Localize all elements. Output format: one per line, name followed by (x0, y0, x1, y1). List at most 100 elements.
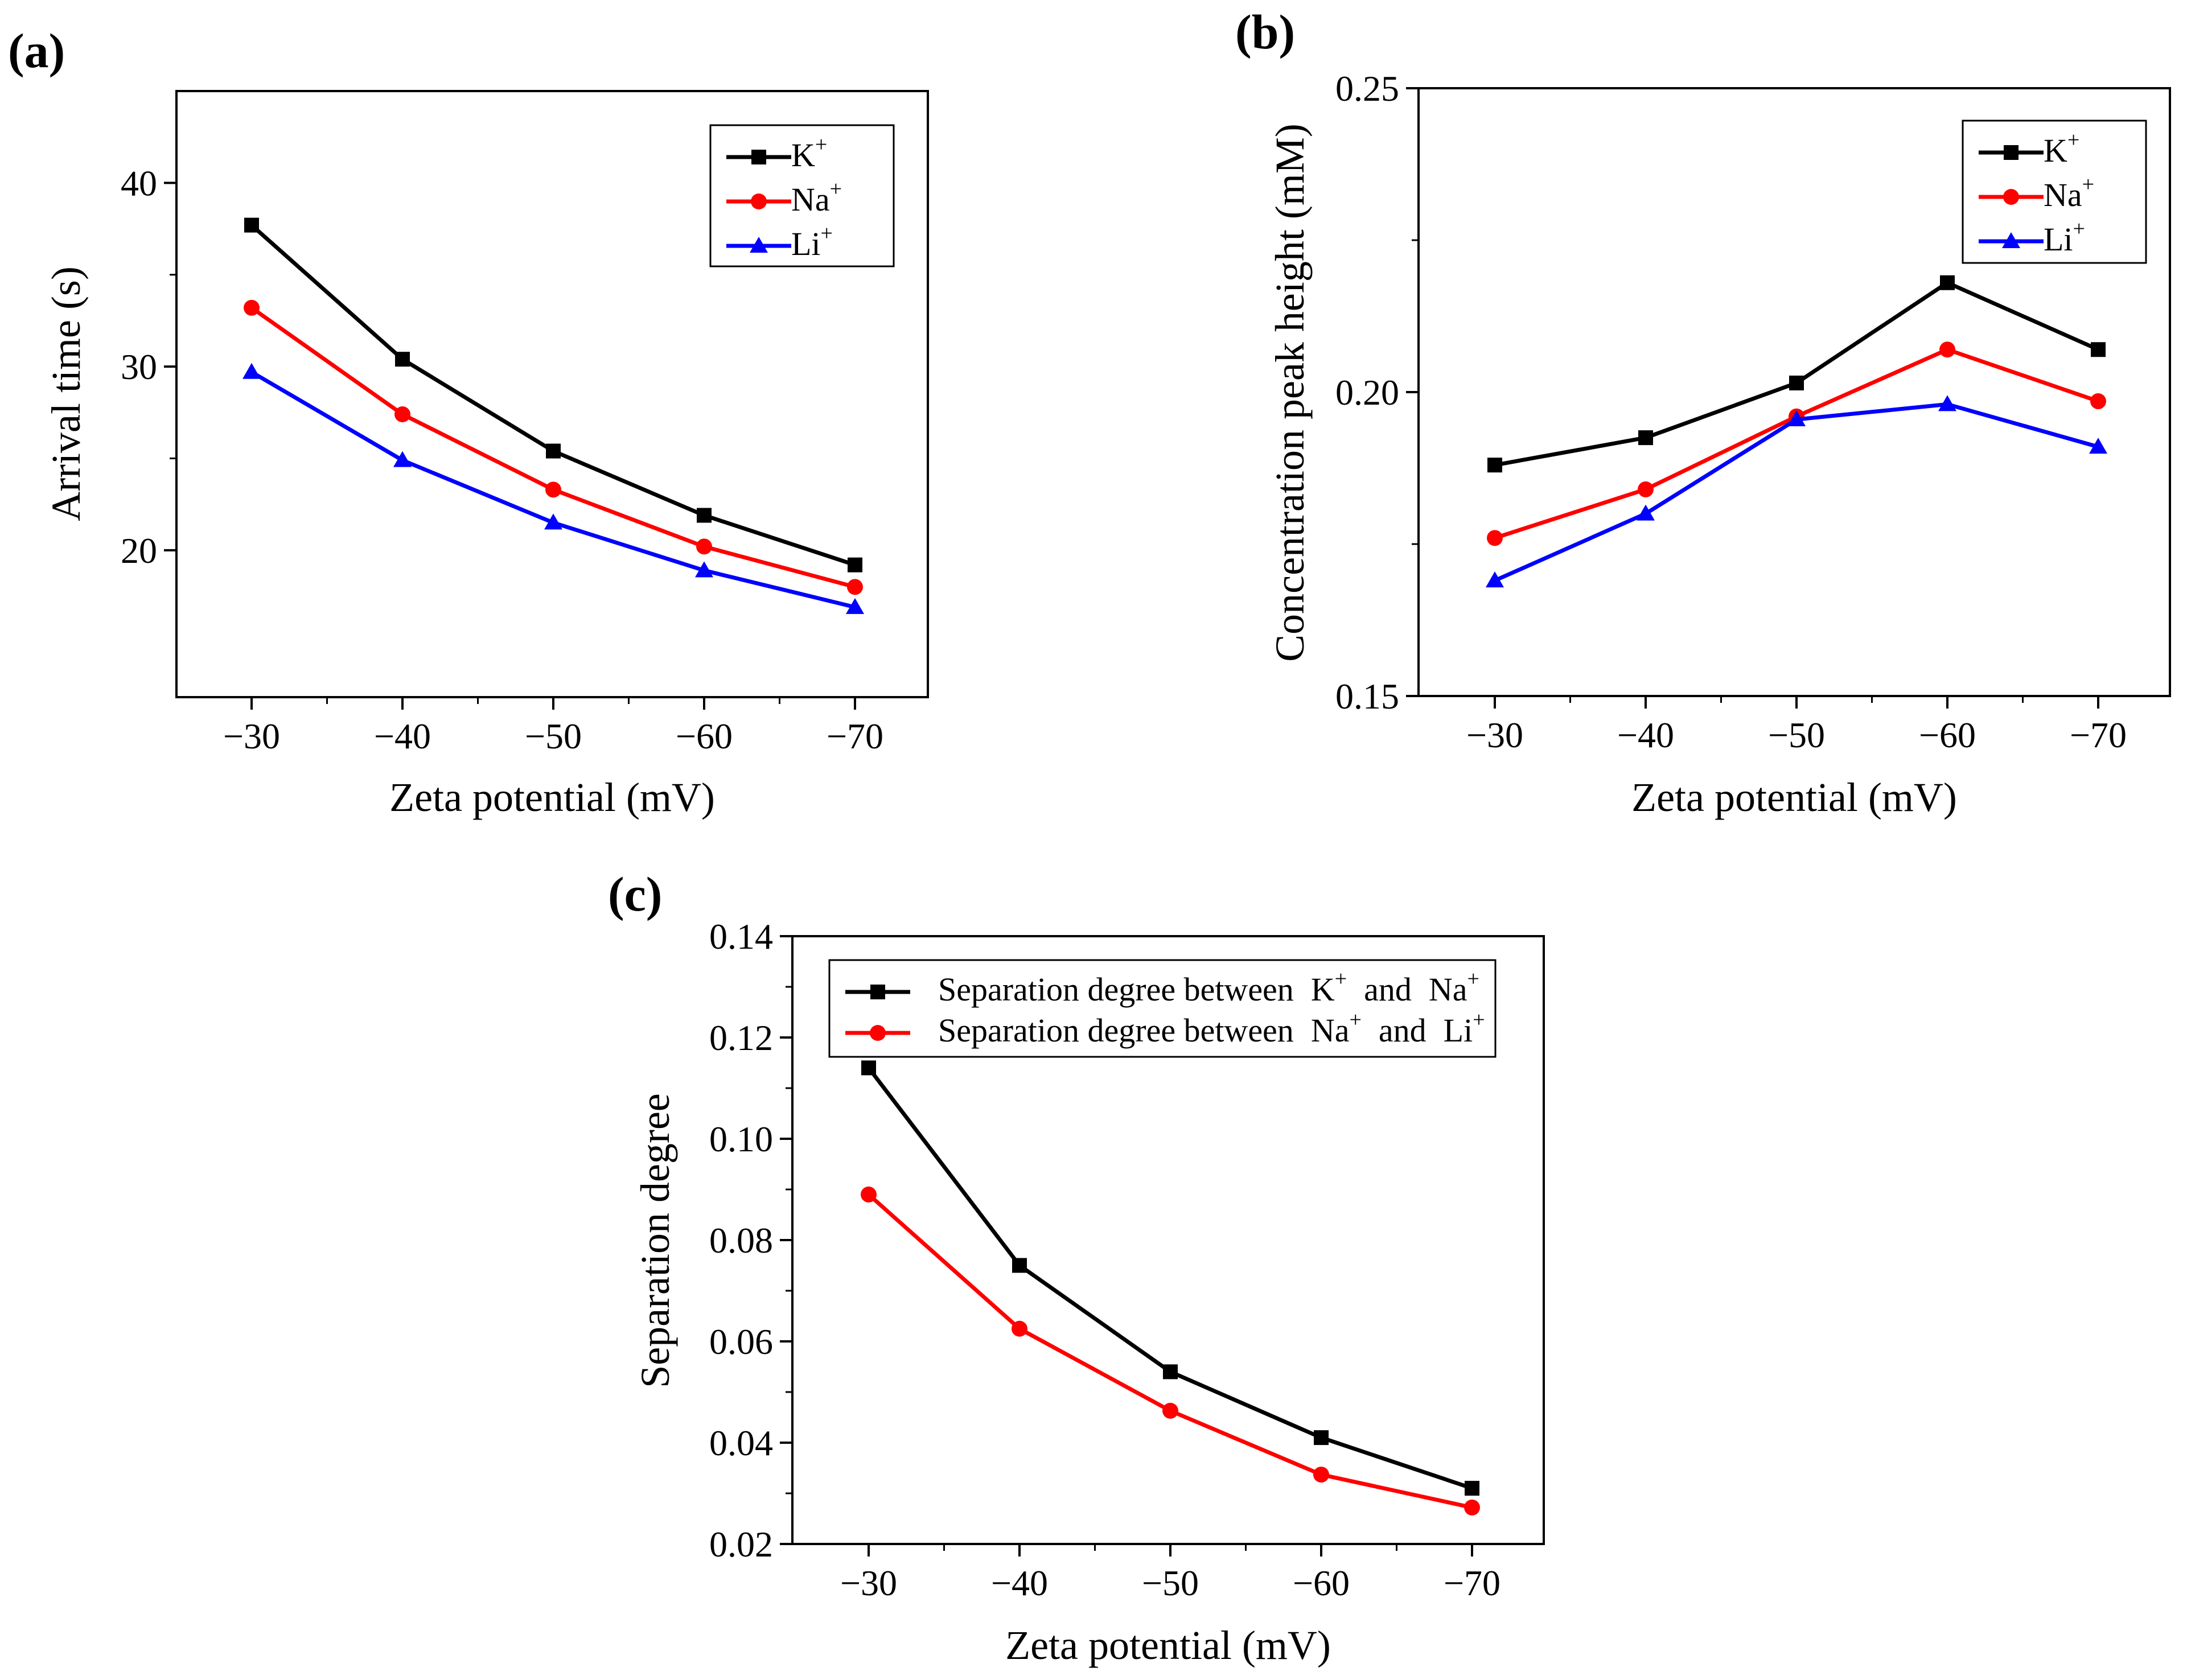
panel-b-x-axis-title: Zeta potential (mV) (1631, 775, 1957, 820)
data-point-k-na (1163, 1364, 1178, 1380)
data-point-li (544, 513, 562, 530)
x-tick-label: −50 (1142, 1563, 1199, 1603)
y-tick-label: 0.12 (709, 1018, 773, 1058)
x-tick-label: −60 (1919, 715, 1976, 755)
data-point-na-li (1012, 1320, 1027, 1337)
y-tick-label: 0.02 (709, 1524, 773, 1564)
y-tick-label: 0.15 (1335, 676, 1399, 717)
x-tick-label: −40 (374, 716, 431, 756)
legend-label-k-na: Separation degree between K+ and Na+ (938, 967, 1479, 1008)
x-tick-label: −60 (1293, 1563, 1350, 1603)
series-line-li (1494, 402, 2099, 583)
data-point-k (395, 352, 410, 367)
panel-c-label: (c) (608, 867, 662, 921)
y-tick-label: 0.04 (709, 1423, 773, 1463)
x-tick-label: −40 (1617, 715, 1674, 755)
data-point-na (1638, 481, 1654, 497)
series-line-k-na (867, 1067, 1473, 1490)
panel-b-label: (b) (1235, 5, 1295, 59)
x-tick-label: −50 (1768, 715, 1825, 755)
data-point-k-na (861, 1060, 876, 1076)
data-point-k (244, 217, 259, 233)
panel-b-y-tick-labels: 0.15 0.20 0.25 (1335, 68, 1399, 717)
y-tick-label: 0.14 (709, 916, 773, 957)
data-point-na-li (861, 1186, 877, 1203)
y-tick-label: 0.10 (709, 1119, 773, 1159)
legend-label-k: K+ (2044, 128, 2079, 169)
x-tick-label: −70 (2070, 715, 2127, 755)
legend-marker-na (2003, 189, 2019, 205)
y-tick-label: 0.06 (709, 1321, 773, 1362)
data-point-k (848, 557, 862, 573)
data-point-k (1638, 430, 1653, 446)
y-tick-label: 0.08 (709, 1220, 773, 1261)
y-tick-label: 40 (121, 163, 157, 203)
data-point-na (1939, 341, 1955, 358)
x-tick-label: −30 (840, 1563, 897, 1603)
data-point-na (696, 538, 712, 555)
panel-a-y-axis-title: Arrival time (s) (43, 266, 89, 521)
data-point-na (847, 579, 863, 595)
x-tick-label: −60 (676, 716, 733, 756)
panel-b-x-tick-labels: −30 −40 −50 −60 −70 (1466, 715, 2127, 755)
panel-a-x-axis-title: Zeta potential (mV) (389, 775, 715, 820)
data-point-li (695, 561, 713, 578)
data-point-li (846, 598, 864, 614)
panel-c: (c) 0.02 0.04 0.06 0.08 0.10 0.12 0.14 −… (608, 867, 1545, 1668)
series-line-na-li (867, 1193, 1473, 1510)
x-tick-label: −70 (1444, 1563, 1501, 1603)
panel-b: (b) 0.15 0.20 0.25 −30 −40 −50 −60 −70 Z… (1235, 5, 2171, 820)
y-tick-label: 30 (121, 347, 157, 387)
data-point-li (2089, 438, 2107, 454)
legend-label-li: Li+ (791, 221, 833, 262)
panel-c-x-tick-labels: −30 −40 −50 −60 −70 (840, 1563, 1501, 1603)
panel-c-x-axis-title: Zeta potential (mV) (1005, 1623, 1331, 1668)
panel-a-ticks (164, 182, 856, 710)
panel-b-series (1486, 275, 2107, 588)
legend-marker-na (751, 193, 767, 209)
legend-label-na: Na+ (791, 177, 842, 218)
data-point-li (1637, 504, 1655, 521)
panel-b-ticks (1406, 87, 2099, 709)
data-point-na (2090, 393, 2106, 410)
x-tick-label: −30 (1466, 715, 1523, 755)
legend-marker-li (750, 237, 768, 253)
data-point-k (697, 508, 712, 523)
data-point-li (1787, 410, 1806, 427)
panel-c-y-axis-title: Separation degree (632, 1093, 678, 1388)
panel-a-legend: K+ Na+ Li+ (709, 124, 895, 267)
legend-marker-k-na (870, 985, 885, 999)
data-point-k (546, 443, 561, 459)
x-tick-label: −50 (525, 716, 582, 756)
data-point-na-li (1313, 1467, 1329, 1483)
data-point-na (244, 299, 260, 316)
panel-b-y-axis-title: Concentration peak height (mM) (1267, 123, 1313, 662)
y-tick-label: 0.20 (1335, 372, 1399, 413)
data-point-li (393, 451, 412, 467)
data-point-k-na (1012, 1258, 1027, 1273)
data-point-na (1487, 530, 1503, 546)
legend-box (828, 959, 1497, 1058)
x-tick-label: −30 (223, 716, 280, 756)
data-point-k-na (1465, 1481, 1479, 1496)
legend-label-na: Na+ (2044, 172, 2094, 213)
panel-a: (a) 20 30 40 −30 −40 −50 −60 −70 Zeta po… (8, 23, 929, 820)
legend-label-na-li: Separation degree between Na+ and Li+ (938, 1008, 1485, 1049)
data-point-na (394, 406, 410, 422)
legend-marker-li (2002, 232, 2020, 248)
legend-box (1962, 120, 2147, 264)
data-point-na (545, 481, 561, 498)
legend-marker-k (751, 150, 766, 164)
panel-a-label: (a) (8, 23, 65, 78)
panel-b-legend: K+ Na+ Li+ (1962, 120, 2147, 264)
data-point-na-li (1464, 1499, 1480, 1516)
y-tick-label: 0.25 (1335, 68, 1399, 109)
panel-a-x-tick-labels: −30 −40 −50 −60 −70 (223, 716, 883, 756)
data-point-li (242, 363, 261, 379)
panel-c-y-tick-labels: 0.02 0.04 0.06 0.08 0.10 0.12 0.14 (709, 916, 773, 1564)
legend-marker-k (2004, 145, 2019, 160)
data-point-na-li (1162, 1402, 1178, 1419)
panel-a-y-tick-labels: 20 30 40 (121, 163, 157, 570)
